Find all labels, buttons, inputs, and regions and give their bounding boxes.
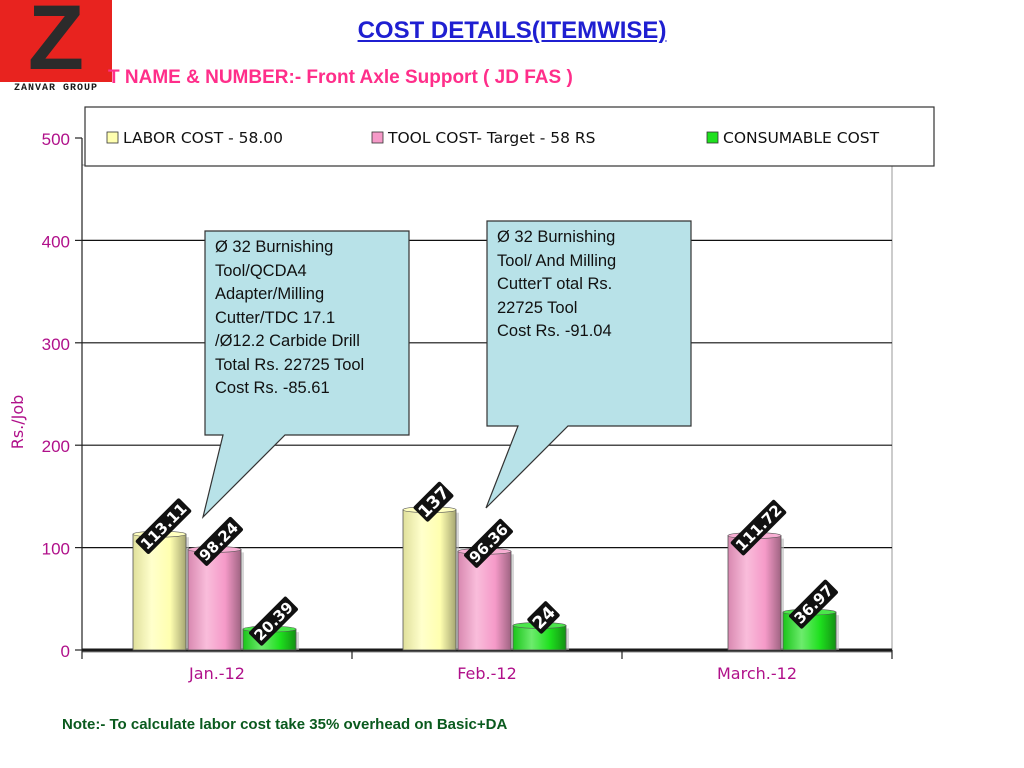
page-title: COST DETAILS(ITEMWISE)	[357, 17, 667, 44]
legend-label: CONSUMABLE COST	[723, 129, 880, 147]
legend-swatch	[706, 131, 719, 144]
x-tick-label: Jan.-12	[188, 664, 245, 683]
legend-box	[84, 106, 935, 167]
logo-letter: Z	[27, 0, 85, 89]
data-label-box	[194, 516, 243, 566]
bar	[132, 533, 187, 651]
data-label-box	[730, 499, 787, 556]
data-label-box	[464, 518, 513, 568]
callout-text-jan: Ø 32 Burnishing Tool/QCDA4 Adapter/Milli…	[215, 238, 365, 397]
y-tick-label: 400	[42, 232, 70, 251]
data-label-box	[413, 481, 454, 522]
legend-label: LABOR COST - 58.00	[123, 129, 283, 147]
y-tick-label: 100	[42, 540, 70, 559]
legend-label: TOOL COST- Target - 58 RS	[387, 129, 596, 147]
callout-bubble	[201, 230, 410, 519]
bar	[457, 550, 512, 651]
zanvar-group-logo: Z ZANVAR GROUP	[0, 0, 113, 98]
x-tick-label: March.-12	[717, 664, 797, 683]
footer-note: Note:- To calculate labor cost take 35% …	[62, 716, 508, 733]
y-tick-label: 300	[42, 335, 70, 354]
logo-red-block: Z	[0, 0, 112, 89]
x-tick-label: Feb.-12	[457, 664, 517, 683]
bar	[402, 509, 457, 651]
callout-bubble	[485, 220, 692, 509]
y-axis-title: Rs./Job	[8, 395, 27, 450]
data-label-box	[527, 601, 560, 634]
logo-text: ZANVAR GROUP	[13, 83, 98, 94]
part-name-heading: T NAME & NUMBER:- Front Axle Support ( J…	[108, 67, 573, 88]
data-label-box	[249, 596, 298, 646]
y-tick-label: 200	[42, 437, 70, 456]
legend-swatch	[106, 131, 119, 144]
bar	[187, 549, 242, 651]
callout-text-feb: Ø 32 Burnishing Tool/ And Milling Cutter…	[497, 228, 617, 340]
bar	[727, 535, 782, 651]
data-label-box	[789, 579, 838, 629]
legend-swatch	[371, 131, 384, 144]
data-label-box	[135, 498, 192, 554]
y-tick-label: 500	[42, 130, 70, 149]
y-tick-label: 0	[61, 642, 70, 661]
